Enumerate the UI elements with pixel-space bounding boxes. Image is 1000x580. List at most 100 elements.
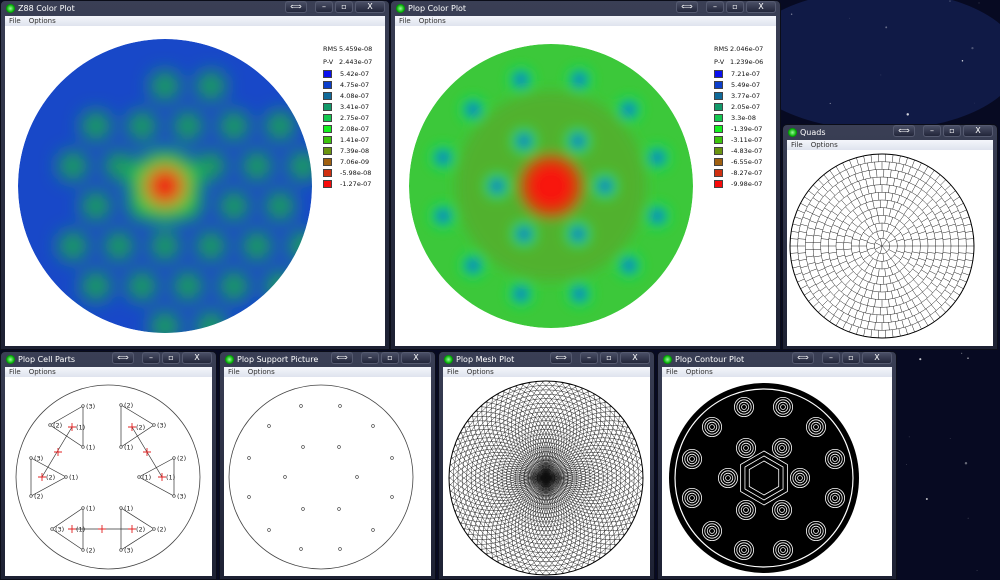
close-button[interactable]: X	[355, 1, 385, 13]
mesh-edge	[821, 238, 829, 240]
menu-options[interactable]: Options	[685, 368, 713, 376]
mesh-edge	[932, 224, 940, 228]
mesh-edge	[822, 186, 828, 192]
minimize-button[interactable]: –	[315, 1, 333, 13]
cross-label: (2)	[136, 424, 145, 432]
menu-options[interactable]: Options	[28, 17, 56, 25]
close-button[interactable]: X	[862, 352, 892, 364]
mesh-edge	[475, 477, 547, 545]
legend-entry: 4.08e-07	[323, 90, 379, 101]
legend-swatch	[323, 124, 332, 133]
mesh-edge	[874, 260, 878, 268]
mesh-edge	[544, 406, 612, 479]
resize-button[interactable]: ⟺	[676, 1, 698, 13]
menu-options[interactable]: Options	[418, 17, 446, 25]
minimize-button[interactable]: –	[822, 352, 840, 364]
mesh-edge	[476, 409, 547, 480]
mesh-edge	[809, 268, 817, 272]
minimize-button[interactable]: –	[142, 352, 160, 364]
minimize-button[interactable]: –	[361, 352, 379, 364]
node-marker	[81, 404, 85, 408]
mesh-ring	[462, 394, 630, 562]
maximize-button[interactable]: ▫	[162, 352, 180, 364]
cross-marker	[128, 525, 136, 533]
resize-button[interactable]: ⟺	[331, 352, 353, 364]
maximize-button[interactable]: ▫	[381, 352, 399, 364]
resize-button[interactable]: ⟺	[285, 1, 307, 13]
window-plop-color[interactable]: Plop Color Plot ⟺ – ▫ X File Options RMS 2.046…	[390, 0, 781, 350]
menu-options[interactable]: Options	[247, 368, 275, 376]
close-button[interactable]: X	[620, 352, 650, 364]
minimize-button[interactable]: –	[923, 125, 941, 137]
maximize-button[interactable]: ▫	[600, 352, 618, 364]
support-point	[267, 424, 271, 428]
window-mesh[interactable]: Plop Mesh Plot ⟺ – ▫ X File Options	[438, 351, 655, 580]
green-blob	[104, 151, 134, 181]
menu-file[interactable]: File	[791, 141, 803, 149]
resize-button[interactable]: ⟺	[792, 352, 814, 364]
close-button[interactable]: X	[182, 352, 212, 364]
resize-button[interactable]: ⟺	[550, 352, 572, 364]
mesh-edge	[908, 273, 915, 280]
contour-ring	[797, 475, 803, 481]
title-bar[interactable]: Plop Cell Parts ⟺ – ▫ X	[5, 352, 212, 367]
resize-button[interactable]: ⟺	[112, 352, 134, 364]
maximize-button[interactable]: ▫	[943, 125, 961, 137]
mesh-edge	[905, 157, 908, 166]
menu-options[interactable]: Options	[466, 368, 494, 376]
title-bar[interactable]: Z88 Color Plot ⟺ – ▫ X	[5, 1, 385, 16]
contour-ring	[792, 470, 808, 486]
window-support[interactable]: Plop Support Picture ⟺ – ▫ X File Options	[219, 351, 436, 580]
menu-file[interactable]: File	[666, 368, 678, 376]
support-point	[338, 404, 342, 408]
mesh-edge	[876, 276, 878, 284]
minimize-button[interactable]: –	[580, 352, 598, 364]
mesh-edge	[914, 169, 918, 177]
contour-ring	[780, 404, 786, 410]
mesh-edge	[852, 317, 857, 326]
menu-options[interactable]: Options	[810, 141, 838, 149]
plot-canvas	[669, 383, 859, 573]
nebula	[740, 0, 1000, 130]
menu-file[interactable]: File	[228, 368, 240, 376]
window-cell-parts[interactable]: Plop Cell Parts ⟺ – ▫ X File Options (3) (2) (1…	[0, 351, 217, 580]
blue-spot	[436, 150, 450, 165]
title-bar[interactable]: Plop Support Picture ⟺ – ▫ X	[224, 352, 431, 367]
mesh-edge	[859, 319, 863, 328]
window-z88[interactable]: Z88 Color Plot ⟺ – ▫ X File Options RMS 5.459e…	[0, 0, 390, 350]
mesh-edge	[959, 278, 967, 283]
mesh-edge	[864, 264, 870, 272]
maximize-button[interactable]: ▫	[335, 1, 353, 13]
maximize-button[interactable]: ▫	[842, 352, 860, 364]
close-button[interactable]: X	[401, 352, 431, 364]
contour-ring	[704, 523, 720, 539]
support-point	[337, 445, 341, 449]
menu-options[interactable]: Options	[28, 368, 56, 376]
mesh-edge	[449, 476, 547, 501]
mesh-edge	[852, 251, 860, 254]
window-contour[interactable]: Plop Contour Plot ⟺ – ▫ X File Options	[657, 351, 897, 580]
menu-file[interactable]: File	[9, 368, 21, 376]
mesh-edge	[847, 177, 852, 185]
minimize-button[interactable]: –	[706, 1, 724, 13]
menu-file[interactable]: File	[447, 368, 459, 376]
mesh-edge	[934, 276, 942, 282]
window-quads[interactable]: Quads ⟺ – ▫ X File Options	[782, 124, 998, 350]
contour-ring	[832, 495, 838, 501]
mesh-edge	[835, 184, 841, 192]
title-bar[interactable]: Quads ⟺ – ▫ X	[787, 125, 993, 140]
maximize-button[interactable]: ▫	[726, 1, 744, 13]
menu-file[interactable]: File	[9, 17, 21, 25]
caption-buttons: ⟺ – ▫ X	[676, 1, 776, 13]
blue-spot	[650, 150, 665, 165]
legend-swatch	[714, 113, 723, 122]
resize-button[interactable]: ⟺	[893, 125, 915, 137]
contour-ring	[806, 521, 827, 542]
menu-file[interactable]: File	[399, 17, 411, 25]
legend-value: 7.39e-08	[340, 146, 370, 155]
title-bar[interactable]: Plop Mesh Plot ⟺ – ▫ X	[443, 352, 650, 367]
title-bar[interactable]: Plop Contour Plot ⟺ – ▫ X	[662, 352, 892, 367]
close-button[interactable]: X	[746, 1, 776, 13]
title-bar[interactable]: Plop Color Plot ⟺ – ▫ X	[395, 1, 776, 16]
close-button[interactable]: X	[963, 125, 993, 137]
